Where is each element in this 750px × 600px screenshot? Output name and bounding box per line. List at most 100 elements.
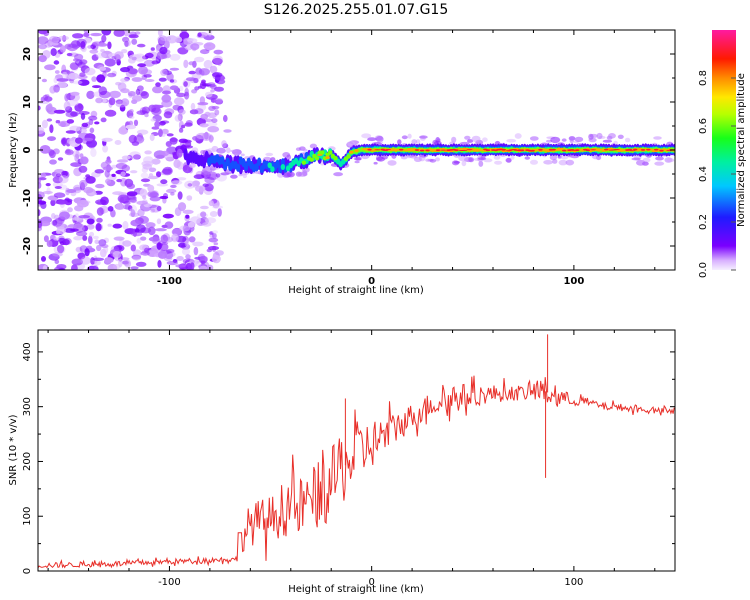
noise-blob: [54, 70, 60, 74]
noise-blob: [95, 223, 102, 232]
noise-blob: [54, 259, 60, 265]
y-tick-label: 10: [22, 95, 33, 109]
noise-blob: [83, 32, 90, 37]
noise-blob: [48, 35, 59, 45]
ridge-cell: [380, 148, 385, 151]
noise-blob: [38, 219, 43, 228]
noise-blob: [59, 211, 70, 220]
noise-blob: [160, 69, 168, 77]
x-tick-label: 0: [368, 577, 374, 588]
noise-blob: [100, 244, 109, 249]
noise-blob: [40, 96, 46, 103]
noise-blob: [49, 85, 57, 94]
noise-blob: [213, 242, 219, 246]
ridge-halo: [529, 136, 539, 141]
ridge-halo: [453, 161, 461, 164]
noise-blob: [75, 137, 83, 144]
noise-blob: [150, 47, 155, 51]
noise-blob: [193, 174, 205, 180]
noise-blob: [116, 178, 123, 183]
noise-blob: [184, 240, 189, 247]
ridge-cell: [374, 149, 381, 151]
noise-blob: [69, 78, 75, 84]
noise-blob: [89, 231, 95, 237]
noise-blob: [135, 261, 147, 267]
y-tick-label: 300: [22, 397, 33, 416]
noise-blob: [153, 104, 164, 109]
noise-blob: [53, 60, 60, 65]
noise-blob: [200, 49, 210, 55]
noise-blob: [182, 209, 194, 214]
noise-blob: [107, 41, 112, 50]
ridge-halo: [376, 156, 385, 162]
ridge-cell: [270, 166, 275, 173]
noise-blob: [78, 215, 90, 219]
noise-blob: [161, 168, 172, 175]
noise-blob: [205, 91, 213, 98]
noise-blob: [112, 223, 123, 229]
ridge-cell: [485, 149, 491, 152]
ridge-halo: [361, 133, 372, 139]
ridge-cell: [590, 149, 597, 151]
noise-blob: [201, 79, 206, 84]
noise-blob: [83, 37, 92, 44]
ridge-cell: [425, 149, 430, 152]
noise-blob: [87, 45, 94, 49]
noise-blob: [130, 170, 138, 174]
noise-blob: [178, 242, 187, 248]
noise-blob: [178, 127, 184, 133]
noise-blob: [223, 129, 232, 133]
noise-blob: [139, 188, 148, 197]
noise-blob: [178, 138, 188, 143]
noise-blob: [179, 225, 191, 232]
noise-blob: [158, 129, 163, 137]
ridge-halo: [407, 133, 412, 139]
noise-blob: [96, 217, 103, 223]
ridge-cell: [320, 150, 325, 155]
noise-blob: [186, 77, 196, 81]
ridge-cell: [314, 156, 320, 161]
snr-frame: [37, 329, 676, 572]
noise-blob: [131, 77, 143, 82]
ridge-cell: [585, 149, 590, 152]
noise-blob: [79, 72, 86, 77]
noise-blob: [176, 92, 186, 98]
ridge-cell: [633, 148, 638, 151]
noise-blob: [77, 79, 90, 86]
noise-blob: [161, 53, 168, 59]
ridge-halo: [240, 153, 245, 157]
noise-blob: [120, 67, 130, 73]
noise-blob: [197, 102, 209, 106]
colorbar: 0.0 0.2 0.4 0.6 0.8 Normalized spectral ampl…: [698, 30, 747, 278]
ridge-cell: [399, 148, 404, 151]
noise-blob: [79, 179, 88, 188]
noise-blob: [198, 68, 210, 76]
noise-blob: [52, 219, 58, 226]
noise-blob: [160, 179, 168, 185]
noise-blob: [205, 217, 217, 224]
noise-blob: [214, 109, 220, 116]
noise-blob: [109, 90, 121, 99]
noise-blob: [185, 254, 191, 259]
colorbar-tick-label: 0.0: [698, 262, 709, 278]
noise-blob: [92, 85, 101, 89]
noise-blob: [154, 121, 161, 128]
ridge-halo: [458, 155, 469, 162]
ridge-cell: [382, 150, 389, 151]
noise-blob: [128, 34, 139, 39]
ridge-cell: [316, 154, 323, 156]
noise-blob: [158, 77, 167, 82]
ridge-cell: [301, 160, 307, 165]
noise-blob: [99, 66, 107, 71]
noise-blob: [148, 226, 156, 236]
noise-blob: [94, 169, 105, 174]
noise-blob: [79, 156, 89, 165]
noise-blob: [120, 78, 130, 83]
noise-blob: [126, 191, 138, 197]
noise-blob: [94, 121, 100, 125]
ridge-cell: [257, 157, 262, 166]
noise-blob: [67, 207, 73, 213]
noise-blob: [195, 185, 206, 192]
ridge-halo: [568, 155, 579, 158]
